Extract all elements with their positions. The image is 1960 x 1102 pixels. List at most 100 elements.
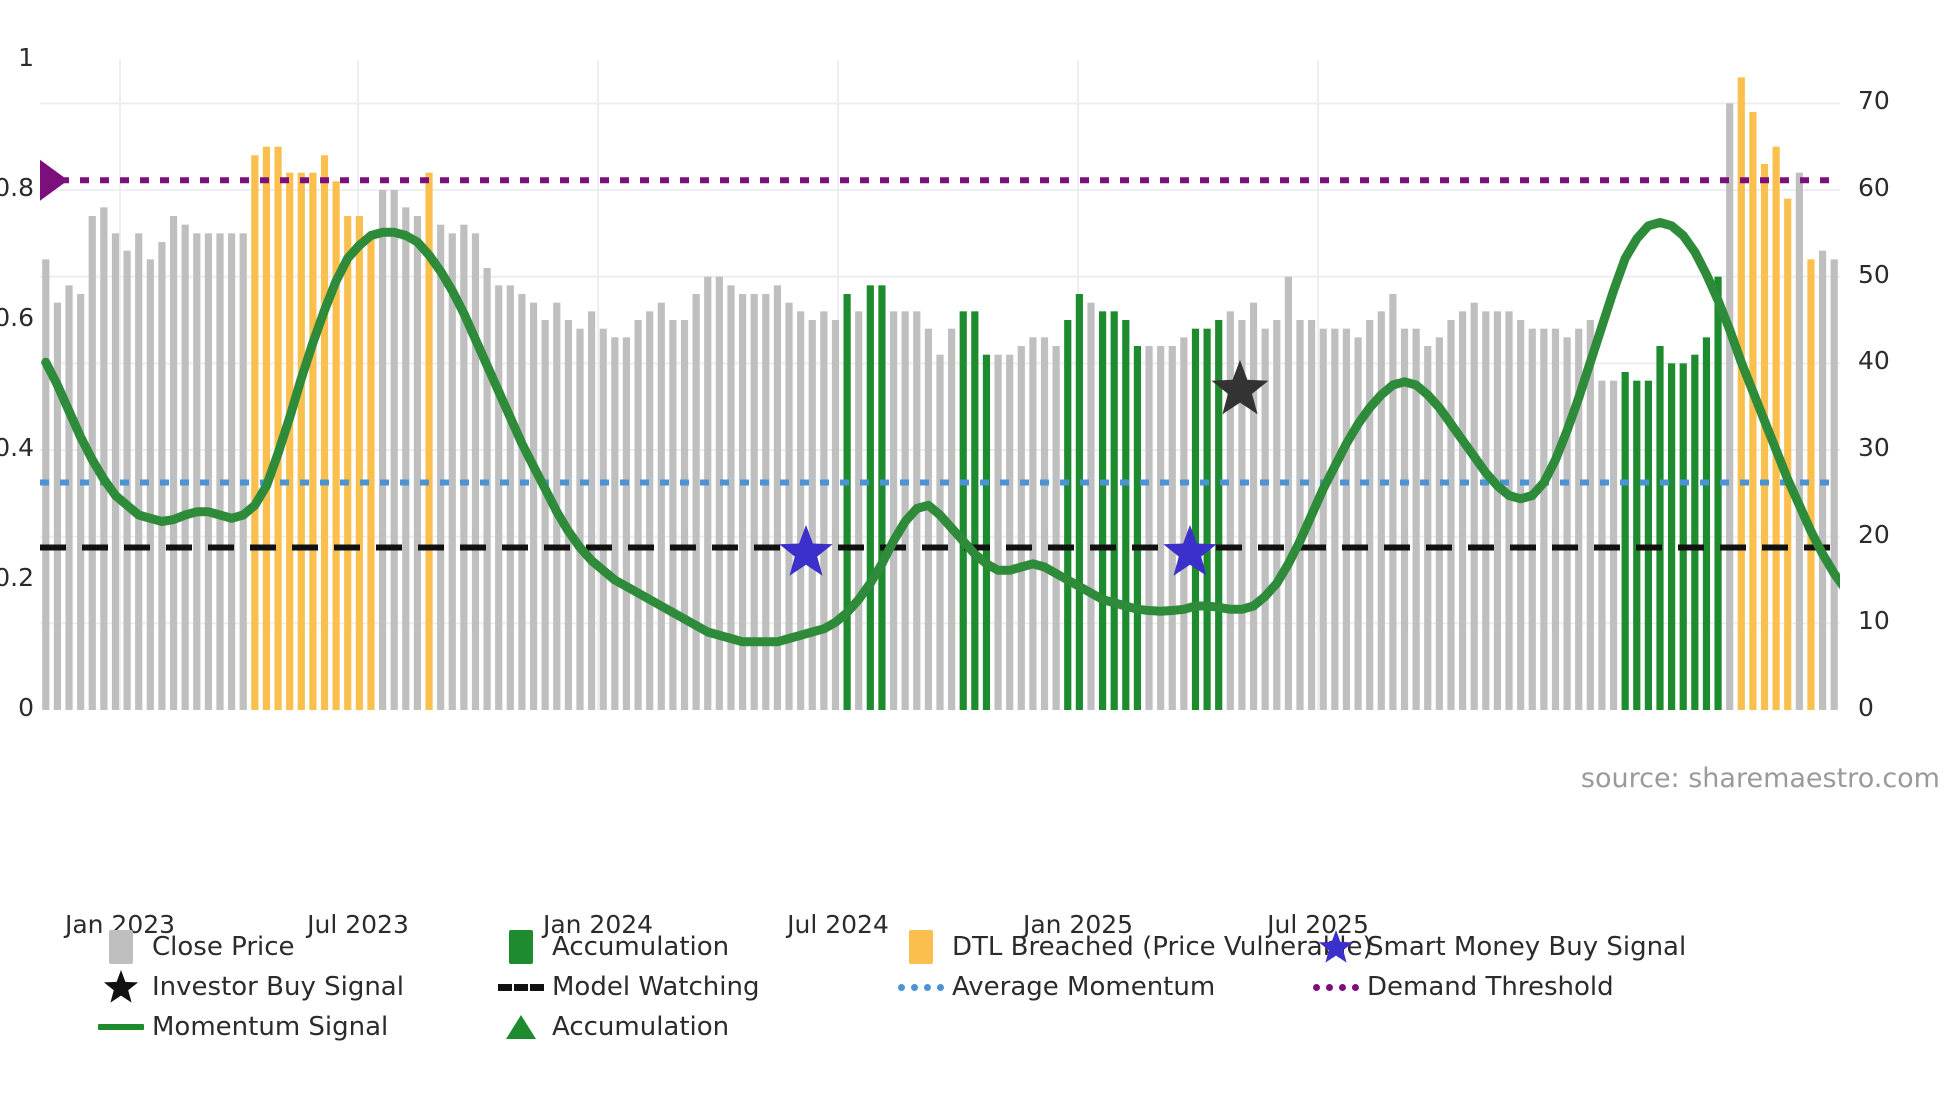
price-bar — [1354, 337, 1362, 710]
price-bar — [1040, 337, 1049, 710]
price-bar — [646, 311, 654, 710]
price-bar — [1714, 276, 1722, 710]
legend-momentum-signal[interactable]: Momentum Signal — [90, 1012, 388, 1042]
y-tick-right: 40 — [1858, 346, 1890, 376]
price-bar — [1052, 346, 1060, 710]
price-bar — [506, 285, 514, 710]
price-bar — [820, 311, 828, 710]
price-bar — [1702, 337, 1711, 710]
price-bar — [1458, 311, 1467, 710]
price-bar — [971, 311, 979, 710]
legend-triangle-icon — [506, 1015, 536, 1039]
price-bar — [1389, 294, 1397, 710]
legend-demand-threshold[interactable]: Demand Threshold — [1305, 972, 1614, 1002]
plot-svg — [40, 60, 1840, 710]
price-bar — [1180, 337, 1188, 710]
price-bar — [1215, 320, 1223, 710]
legend-label: Average Momentum — [952, 972, 1216, 1002]
smart-money-buy-signal-star — [779, 525, 833, 576]
price-bar — [1621, 372, 1629, 710]
price-bar — [355, 216, 363, 710]
price-bar — [948, 328, 956, 710]
price-bar — [448, 233, 456, 710]
x-tick-label: Jul 2024 — [787, 910, 889, 939]
legend-investor-buy-signal[interactable]: Investor Buy Signal — [90, 967, 404, 1007]
price-bar — [495, 285, 503, 710]
y-tick-right: 60 — [1858, 173, 1890, 202]
price-bar — [262, 146, 271, 710]
price-bar — [1679, 363, 1687, 710]
price-bar — [704, 276, 712, 710]
price-bar — [634, 320, 642, 710]
legend-smart-money-buy-signal[interactable]: Smart Money Buy Signal — [1305, 927, 1686, 967]
legend-square-icon — [109, 930, 133, 964]
price-bar — [936, 354, 944, 710]
price-bar — [1191, 328, 1200, 710]
legend-label: Close Price — [152, 932, 295, 962]
close-price-bars — [42, 77, 1838, 710]
legend-close-price[interactable]: Close Price — [90, 930, 295, 964]
legend-average-momentum[interactable]: Average Momentum — [890, 972, 1215, 1002]
price-bar — [727, 285, 735, 710]
momentum-signal-line — [41, 218, 1840, 647]
price-bar — [1168, 346, 1176, 710]
price-bar — [1749, 112, 1757, 710]
price-bar — [286, 172, 294, 710]
price-bar — [1493, 311, 1502, 710]
y-tick-left: 1 — [18, 43, 34, 72]
y-tick-right: 10 — [1858, 606, 1890, 636]
price-bar — [1760, 164, 1769, 710]
legend-line-icon — [98, 1024, 144, 1030]
price-bar — [65, 285, 73, 710]
price-bar — [1249, 302, 1258, 710]
investor-buy-signal-star — [1211, 360, 1269, 415]
legend-model-watching[interactable]: Model Watching — [490, 972, 759, 1002]
legend-row: Momentum Signal Accumulation — [90, 1008, 1940, 1046]
y-tick-left: 0.4 — [0, 433, 34, 462]
price-bar — [1726, 103, 1734, 710]
legend-square-icon — [909, 930, 933, 964]
price-bar — [1017, 346, 1025, 710]
legend-label: Accumulation — [552, 932, 730, 962]
price-bar — [611, 337, 619, 710]
legend-label: Smart Money Buy Signal — [1367, 932, 1687, 962]
price-bar — [1795, 172, 1803, 710]
price-bar — [460, 224, 468, 710]
y-tick-left: 0.2 — [0, 563, 34, 592]
source-label: source: sharemaestro.com — [1580, 763, 1940, 794]
price-bar — [425, 172, 433, 710]
price-bar — [1668, 363, 1676, 710]
price-bar — [657, 302, 665, 710]
x-tick-label: Jan 2024 — [542, 910, 654, 939]
price-bar — [100, 207, 108, 710]
price-bar — [669, 320, 677, 710]
price-bar — [1226, 311, 1234, 710]
y-tick-right: 0 — [1858, 693, 1874, 722]
price-bar — [831, 320, 840, 710]
price-bar — [1540, 328, 1548, 710]
legend-label: DTL Breached (Price Vulnerable) — [952, 932, 1373, 962]
smart-money-buy-signal-star — [1163, 525, 1217, 576]
price-bar — [808, 320, 816, 710]
price-bar — [181, 224, 189, 710]
legend-accumulation-bar[interactable]: Accumulation — [490, 930, 729, 964]
price-bar — [251, 155, 259, 710]
price-bar — [1784, 198, 1792, 710]
price-bar — [1157, 346, 1165, 710]
legend-dtl-breached[interactable]: DTL Breached (Price Vulnerable) — [890, 930, 1373, 964]
price-bar — [1122, 320, 1130, 710]
price-bar — [1238, 320, 1246, 710]
price-bar — [1006, 354, 1014, 710]
price-bar — [402, 207, 410, 710]
legend-label: Model Watching — [552, 972, 760, 1002]
price-bar — [1064, 320, 1072, 710]
price-bar — [901, 311, 909, 710]
price-bar — [959, 311, 967, 710]
legend-star-icon — [1318, 930, 1354, 963]
price-bar — [1319, 328, 1327, 710]
y-tick-right: 70 — [1858, 86, 1890, 116]
price-bar — [715, 276, 723, 710]
price-bar — [378, 190, 387, 710]
legend-accumulation-triangle[interactable]: Accumulation — [490, 1011, 729, 1043]
x-tick-label: Jan 2025 — [1022, 910, 1134, 939]
